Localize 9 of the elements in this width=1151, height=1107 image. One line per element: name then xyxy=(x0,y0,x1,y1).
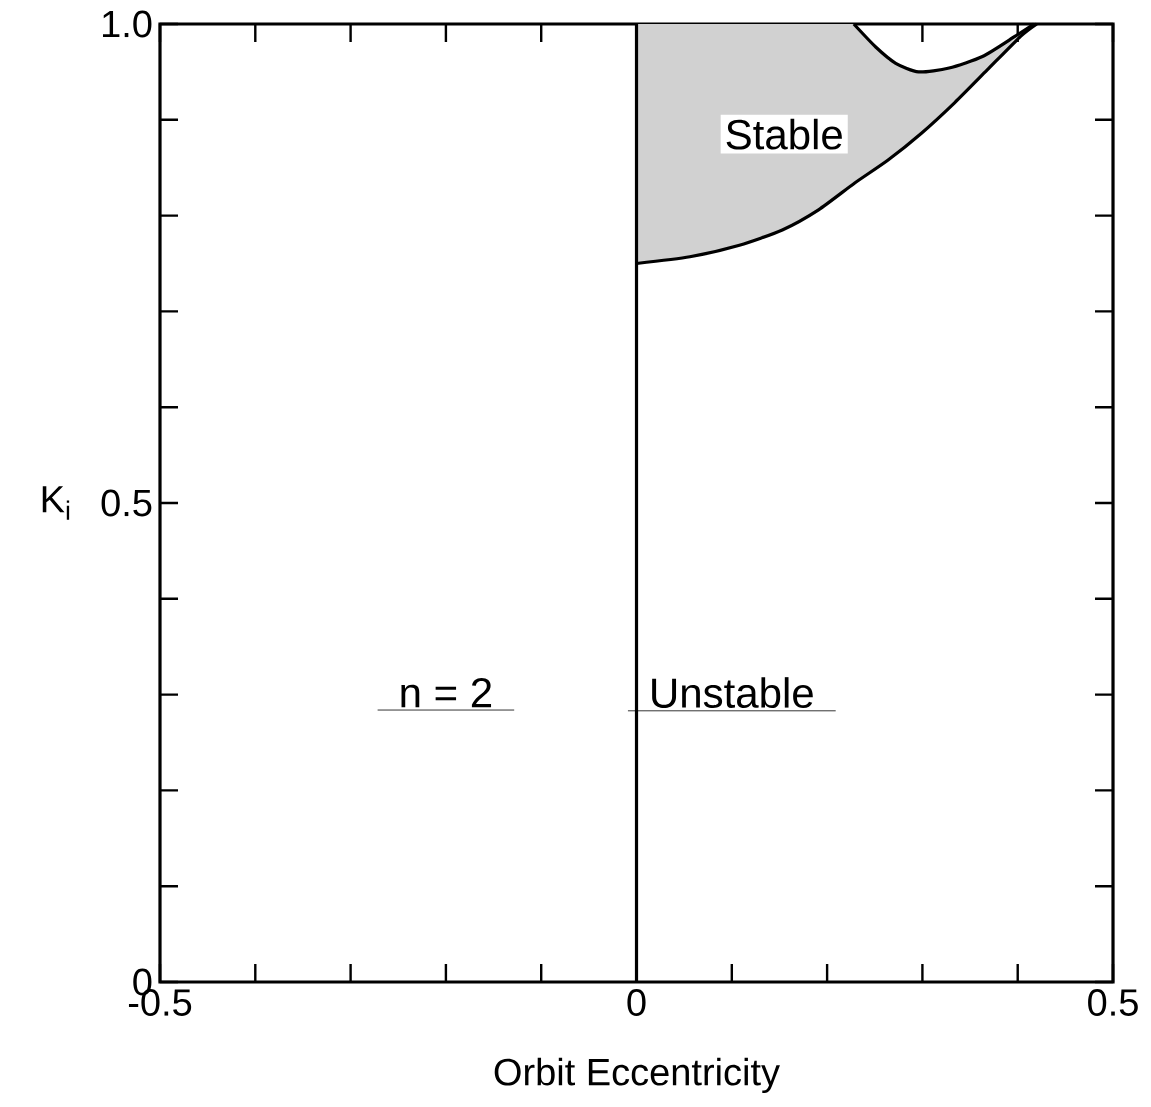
x-axis-title: Orbit Eccentricity xyxy=(494,1057,780,1094)
annotation: Unstable xyxy=(652,677,813,708)
x-tick-label: 0 xyxy=(627,989,646,1016)
annotation: n = 2 xyxy=(401,677,492,708)
annotation: Stable xyxy=(726,118,842,150)
y-tick-label: 1.0 xyxy=(103,10,152,38)
y-tick-label: 0.5 xyxy=(101,489,152,517)
x-tick-label: 0.5 xyxy=(1088,989,1138,1016)
y-axis-title: K$_{i}$ xyxy=(42,486,70,520)
